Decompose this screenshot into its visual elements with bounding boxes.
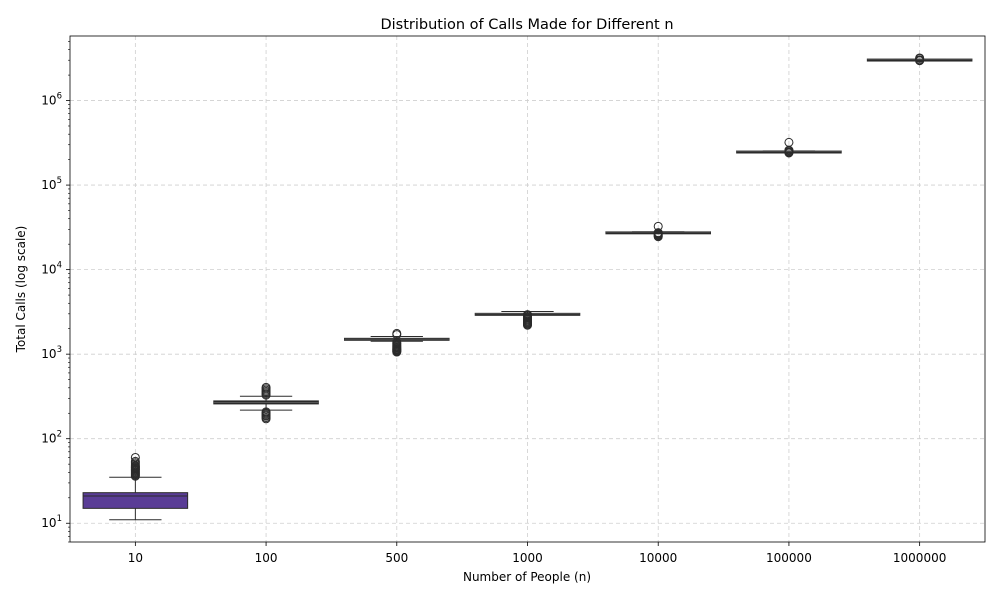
box-group-10000 [605, 221, 712, 242]
box-group-1000 [474, 310, 581, 330]
outlier-point [261, 382, 271, 392]
box-layer [82, 53, 973, 521]
x-axis-label: Number of People (n) [463, 570, 591, 584]
x-tick-label: 100 [255, 551, 278, 565]
y-axis-label: Total Calls (log scale) [14, 226, 28, 354]
iqr-box [82, 492, 189, 509]
box-group-10 [82, 452, 189, 521]
x-tick-label: 10000 [639, 551, 677, 565]
x-tick-label: 500 [385, 551, 408, 565]
box-group-100 [213, 382, 319, 424]
x-tick-label: 1000000 [893, 551, 946, 565]
outlier-point [915, 53, 925, 63]
y-tick-label: 102 [41, 430, 62, 446]
y-tick-label: 106 [41, 92, 62, 108]
y-tick-label: 104 [41, 261, 62, 277]
tick-layer: 101 102 103 104 105 106 10 100 500 1000 10000 10000… [41, 41, 946, 565]
x-tick-label: 10 [128, 551, 143, 565]
outlier-point [261, 407, 271, 417]
x-tick-label: 100000 [766, 551, 812, 565]
grid-layer [70, 36, 985, 542]
outlier-point [130, 452, 140, 462]
x-tick-label: 1000 [512, 551, 543, 565]
y-tick-label: 105 [41, 176, 62, 192]
chart-title: Distribution of Calls Made for Different… [380, 17, 673, 33]
outlier-point [130, 456, 140, 466]
outlier-point [653, 228, 663, 238]
box-group-1000000 [866, 53, 973, 66]
outlier-point [653, 221, 663, 231]
box-group-100000 [736, 137, 842, 158]
y-tick-label: 101 [41, 514, 62, 530]
outlier-point [392, 328, 402, 338]
y-tick-label: 103 [41, 345, 62, 361]
box-group-500 [344, 328, 450, 357]
outlier-point [523, 310, 532, 320]
outlier-point [784, 137, 794, 147]
